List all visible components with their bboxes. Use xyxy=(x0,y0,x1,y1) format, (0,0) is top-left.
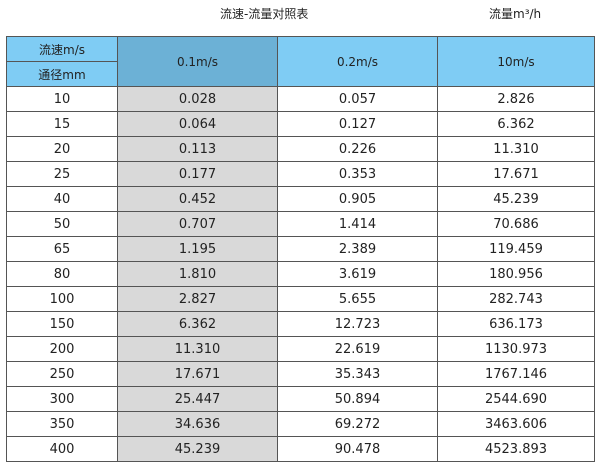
table-row: 25 0.177 0.353 17.671 xyxy=(6,161,595,187)
table-row: 50 0.707 1.414 70.686 xyxy=(6,211,595,237)
diameter-cell: 250 xyxy=(6,361,118,387)
flow-cell: 35.343 xyxy=(277,361,438,387)
flow-cell: 50.894 xyxy=(277,386,438,412)
flow-table: 流速m/s 0.1m/s 0.2m/s 10m/s 通径mm 10 0.028 0.… xyxy=(6,36,595,462)
table-row: 65 1.195 2.389 119.459 xyxy=(6,236,595,262)
flow-cell: 1.810 xyxy=(117,261,278,287)
table-row: 80 1.810 3.619 180.956 xyxy=(6,261,595,287)
flow-cell: 1767.146 xyxy=(437,361,595,387)
flow-cell: 69.272 xyxy=(277,411,438,437)
flow-cell: 11.310 xyxy=(437,136,595,162)
diameter-cell: 40 xyxy=(6,186,118,212)
table-row: 20 0.113 0.226 11.310 xyxy=(6,136,595,162)
flow-cell: 0.057 xyxy=(277,86,438,112)
velocity-header: 流速m/s xyxy=(6,36,118,62)
flow-cell: 6.362 xyxy=(117,311,278,337)
flow-cell: 90.478 xyxy=(277,436,438,462)
flow-cell: 636.173 xyxy=(437,311,595,337)
flow-cell: 0.452 xyxy=(117,186,278,212)
diameter-header: 通径mm xyxy=(6,61,118,87)
flow-cell: 1130.973 xyxy=(437,336,595,362)
diameter-cell: 300 xyxy=(6,386,118,412)
flow-cell: 22.619 xyxy=(277,336,438,362)
diameter-cell: 25 xyxy=(6,161,118,187)
flow-cell: 0.905 xyxy=(277,186,438,212)
flow-cell: 1.195 xyxy=(117,236,278,262)
flow-cell: 45.239 xyxy=(437,186,595,212)
diameter-cell: 350 xyxy=(6,411,118,437)
flow-cell: 0.353 xyxy=(277,161,438,187)
flow-cell: 0.127 xyxy=(277,111,438,137)
table-row: 350 34.636 69.272 3463.606 xyxy=(6,411,595,437)
table-row: 10 0.028 0.057 2.826 xyxy=(6,86,595,112)
flow-cell: 70.686 xyxy=(437,211,595,237)
diameter-cell: 150 xyxy=(6,311,118,337)
column-header: 0.2m/s xyxy=(277,36,438,87)
flow-cell: 0.064 xyxy=(117,111,278,137)
flow-cell: 34.636 xyxy=(117,411,278,437)
flow-cell: 2.827 xyxy=(117,286,278,312)
table-row: 100 2.827 5.655 282.743 xyxy=(6,286,595,312)
flow-cell: 282.743 xyxy=(437,286,595,312)
flow-cell: 4523.893 xyxy=(437,436,595,462)
flow-cell: 1.414 xyxy=(277,211,438,237)
flow-cell: 3.619 xyxy=(277,261,438,287)
table-title: 流速-流量对照表 xyxy=(220,7,309,21)
table-row: 15 0.064 0.127 6.362 xyxy=(6,111,595,137)
diameter-cell: 65 xyxy=(6,236,118,262)
flow-cell: 0.028 xyxy=(117,86,278,112)
table-row: 40 0.452 0.905 45.239 xyxy=(6,186,595,212)
diameter-cell: 80 xyxy=(6,261,118,287)
table-row: 250 17.671 35.343 1767.146 xyxy=(6,361,595,387)
flow-cell: 119.459 xyxy=(437,236,595,262)
flow-cell: 0.113 xyxy=(117,136,278,162)
flow-cell: 2.826 xyxy=(437,86,595,112)
table-row: 400 45.239 90.478 4523.893 xyxy=(6,436,595,462)
flow-cell: 0.226 xyxy=(277,136,438,162)
flow-cell: 3463.606 xyxy=(437,411,595,437)
diameter-cell: 20 xyxy=(6,136,118,162)
flow-cell: 17.671 xyxy=(117,361,278,387)
table-row: 150 6.362 12.723 636.173 xyxy=(6,311,595,337)
column-header: 0.1m/s xyxy=(117,36,278,87)
flow-cell: 2.389 xyxy=(277,236,438,262)
flow-cell: 45.239 xyxy=(117,436,278,462)
flow-cell: 6.362 xyxy=(437,111,595,137)
flow-cell: 25.447 xyxy=(117,386,278,412)
table-row: 300 25.447 50.894 2544.690 xyxy=(6,386,595,412)
flow-cell: 17.671 xyxy=(437,161,595,187)
diameter-cell: 15 xyxy=(6,111,118,137)
column-header: 10m/s xyxy=(437,36,595,87)
diameter-cell: 400 xyxy=(6,436,118,462)
diameter-cell: 100 xyxy=(6,286,118,312)
flow-cell: 11.310 xyxy=(117,336,278,362)
diameter-cell: 10 xyxy=(6,86,118,112)
flow-cell: 0.707 xyxy=(117,211,278,237)
flow-cell: 12.723 xyxy=(277,311,438,337)
flow-cell: 5.655 xyxy=(277,286,438,312)
flow-cell: 180.956 xyxy=(437,261,595,287)
flow-cell: 2544.690 xyxy=(437,386,595,412)
unit-label: 流量m³/h xyxy=(489,7,542,21)
diameter-cell: 50 xyxy=(6,211,118,237)
table-row: 200 11.310 22.619 1130.973 xyxy=(6,336,595,362)
flow-cell: 0.177 xyxy=(117,161,278,187)
diameter-cell: 200 xyxy=(6,336,118,362)
